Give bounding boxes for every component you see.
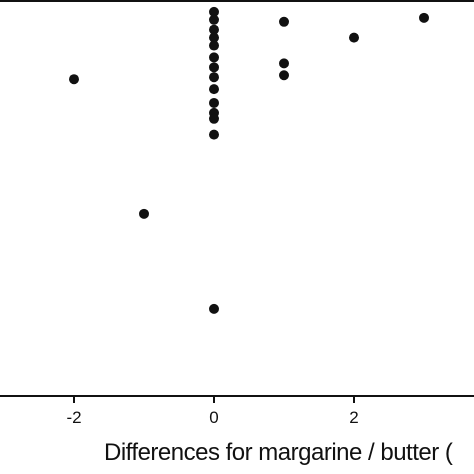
- data-point: [279, 70, 289, 81]
- data-point: [209, 303, 219, 314]
- data-point: [209, 40, 219, 51]
- data-point: [139, 208, 149, 219]
- x-tick-label: 2: [349, 408, 358, 427]
- x-tick-label: 0: [209, 408, 218, 427]
- data-point: [209, 14, 219, 25]
- x-axis-title: Differences for margarine / butter (: [104, 439, 453, 466]
- data-point: [279, 58, 289, 69]
- data-point: [419, 12, 429, 23]
- data-point: [209, 113, 219, 124]
- data-point: [349, 32, 359, 43]
- data-point: [279, 16, 289, 27]
- data-point: [209, 97, 219, 108]
- x-tick-label: -2: [66, 408, 81, 427]
- data-point: [209, 6, 219, 17]
- data-point: [209, 32, 219, 43]
- data-point: [209, 129, 219, 140]
- data-point: [209, 62, 219, 73]
- data-point: [209, 84, 219, 95]
- data-point: [69, 74, 79, 85]
- data-point: [209, 52, 219, 63]
- data-point: [209, 72, 219, 83]
- data-point: [209, 24, 219, 35]
